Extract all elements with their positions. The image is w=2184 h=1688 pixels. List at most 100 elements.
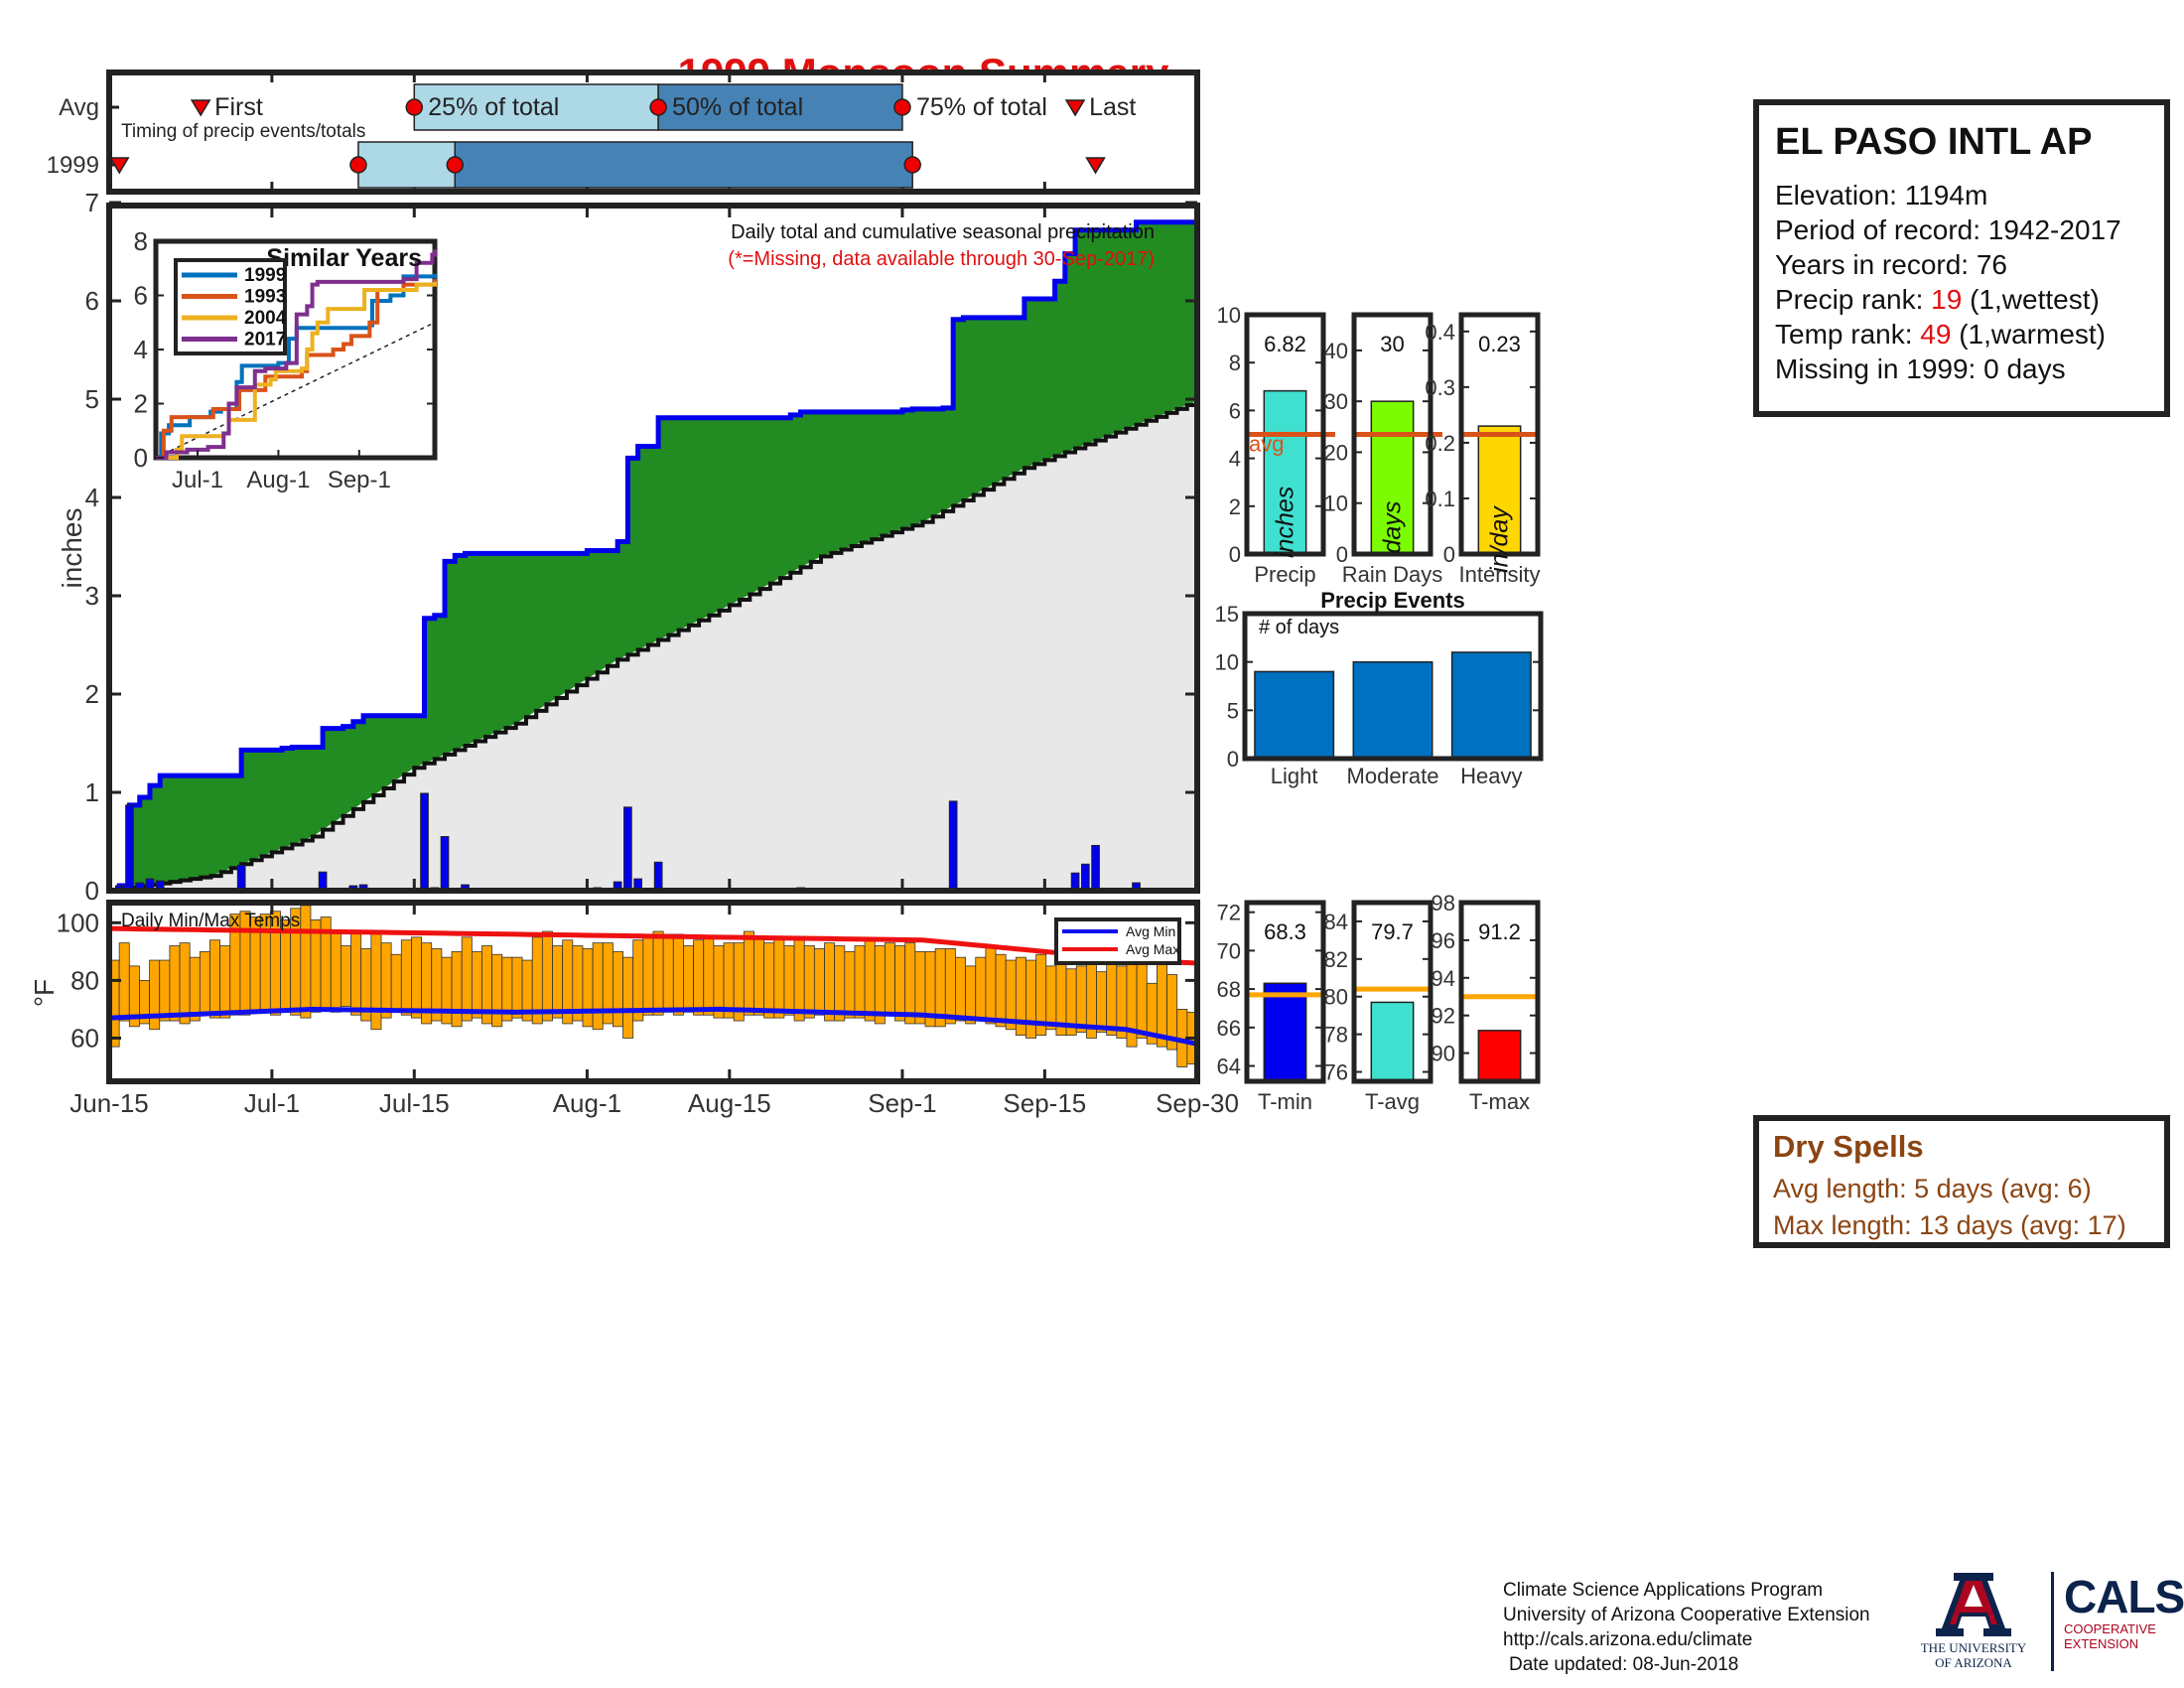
temps-frame	[106, 900, 1200, 1084]
daily-temp-range-bar	[613, 950, 623, 1028]
daily-temp-range-bar	[159, 959, 171, 1022]
date-axis-label: Jul-1	[244, 1088, 300, 1118]
events-title: Precip Events	[1320, 588, 1465, 613]
station-info-box: EL PASO INTL AP Elevation: 1194m Period …	[1753, 99, 2170, 417]
daily-temp-range-bar	[451, 950, 463, 1028]
precip-y-tick-label: 2	[85, 679, 99, 709]
daily-precip-bar	[948, 800, 958, 892]
stat-y-tick-label: 0	[1336, 542, 1348, 567]
daily-temp-range-bar	[672, 933, 684, 1016]
timing-percentile-marker	[446, 156, 465, 174]
stat-bar-tmax_stat	[1477, 1030, 1522, 1082]
temp-stat-panels: 64 66 68 70 72 68.3 T-min 76 78 80 82 84 79.7 T-avg 90…	[1217, 891, 1541, 1114]
stat-y-tick-label: 0.4	[1425, 320, 1455, 345]
stat-frame-tmin_stat	[1244, 900, 1326, 1084]
stat-bar-tavg_stat	[1370, 1001, 1415, 1082]
stat-value-label-tavg_stat: 79.7	[1371, 919, 1414, 944]
inset-y-tick-label: 4	[134, 335, 148, 364]
precip-rank-value: 19	[1931, 284, 1963, 315]
events-bar-light	[1254, 670, 1335, 760]
temps-y-tick-label: 80	[70, 965, 99, 995]
timing-row-label: 1999	[47, 152, 99, 179]
precip-y-axis-label: inches	[57, 508, 87, 589]
timing-row-label: Avg	[59, 94, 99, 121]
inset-series-line-1999	[156, 273, 437, 460]
events-x-label: Light	[1271, 764, 1318, 788]
daily-temp-range-bar	[813, 948, 825, 1016]
daily-temp-range-bar	[511, 956, 523, 1019]
station-precip-rank: Precip rank: 19 (1,wettest)	[1775, 282, 2148, 317]
precip-events-panel: Light Moderate Heavy 0 5 10 15 Precip Events # o…	[1215, 588, 1544, 788]
cals-logo-sub-2: EXTENSION	[2064, 1636, 2139, 1651]
temp-rank-note: (1,warmest)	[1951, 319, 2107, 350]
inset-series-line-2017	[156, 249, 437, 460]
stat-bar-raindays_stat	[1370, 400, 1415, 555]
inset-y-tick-label: 0	[134, 443, 148, 473]
daily-temp-range-bar	[471, 950, 482, 1019]
temps-y-tick-label: 60	[70, 1023, 99, 1053]
temps-legend-label: Avg Min	[1126, 923, 1175, 939]
stat-y-tick-label: 10	[1217, 303, 1241, 328]
station-years: Years in record: 76	[1775, 249, 2007, 280]
stat-unit-label-intensity_stat: in/day	[1486, 505, 1514, 573]
daily-temp-range-bar	[844, 950, 856, 1019]
dry-spells-avg: Avg length: 5 days (avg: 6)	[1773, 1174, 2092, 1203]
credits-line-2: University of Arizona Cooperative Extens…	[1503, 1605, 1870, 1625]
daily-temp-range-bar	[300, 905, 312, 1019]
credits-block: Climate Science Applications Program Uni…	[1503, 1578, 1870, 1677]
precip-y-tick-label: 7	[85, 188, 99, 217]
dry-spells-box: Dry Spells Avg length: 5 days (avg: 6) M…	[1753, 1115, 2170, 1248]
daily-precip-bar	[236, 864, 246, 892]
daily-temp-range-bar	[441, 956, 453, 1025]
inset-y-tick-label: 8	[134, 226, 148, 256]
events-frame	[1242, 611, 1544, 762]
similar-years-inset: 0 2 4 6 8 Jul-1 Aug-1 Sep-1 Similar Years1999199…	[134, 226, 438, 493]
daily-temp-range-bar	[592, 942, 604, 1031]
temps-annotation: Daily Min/Max Temps	[121, 911, 300, 931]
daily-precip-bar	[653, 861, 663, 892]
events-annotation: # of days	[1259, 617, 1339, 638]
daily-temp-range-bar	[783, 945, 795, 1016]
station-temp-rank: Temp rank: 49 (1,warmest)	[1775, 317, 2148, 352]
temps-panel: 60 80 100 °F Daily Min/Max Temps Avg Min Avg M…	[29, 900, 1200, 1084]
timing-label-75: 75% of total	[916, 93, 1047, 121]
daily-temp-range-bar	[763, 942, 775, 1019]
timing-label-last: Last	[1089, 93, 1136, 121]
timing-percentile-marker	[349, 156, 367, 174]
precip-rank-note: (1,wettest)	[1962, 284, 2100, 315]
stat-y-tick-label: 98	[1432, 891, 1455, 915]
precip-frame	[106, 203, 1200, 894]
daily-temp-range-bar	[209, 939, 221, 1019]
daily-temp-range-bar	[824, 942, 836, 1022]
stat-y-tick-label: 6	[1229, 398, 1241, 423]
daily-temp-range-bar	[753, 936, 765, 1016]
timing-percentile-marker	[649, 98, 667, 116]
timing-panel: Avg First 25% of total 50% of total 75% of t…	[47, 70, 1200, 195]
stat-y-tick-label: 72	[1217, 901, 1241, 925]
events-x-label: Heavy	[1460, 764, 1522, 788]
inset-legend-label: 1999	[244, 265, 286, 286]
daily-temp-range-bar	[390, 953, 402, 1013]
timing-box-50-75	[657, 83, 903, 131]
stat-y-tick-label: 82	[1324, 947, 1348, 972]
stat-value-label-tmin_stat: 68.3	[1264, 919, 1306, 944]
events-bar-heavy	[1450, 651, 1532, 760]
avg-max-line	[108, 925, 1198, 966]
cals-logo-sub-1: COOPERATIVE	[2064, 1621, 2156, 1636]
stat-x-label-intensity_stat: Intensity	[1459, 562, 1541, 587]
daily-temp-range-bar	[864, 939, 876, 1022]
daily-precip-bar	[1091, 844, 1100, 892]
temps-y-axis-label: °F	[29, 979, 60, 1007]
station-missing: Missing in 1999: 0 days	[1775, 353, 2066, 384]
dry-spells-title: Dry Spells	[1773, 1129, 1924, 1164]
daily-temp-range-bar	[662, 933, 674, 1013]
daily-temp-range-bar	[491, 953, 503, 1028]
date-axis-label: Sep-30	[1156, 1088, 1239, 1118]
stat-value-label-intensity_stat: 0.23	[1478, 332, 1521, 356]
date-axis-label: Sep-15	[1003, 1088, 1086, 1118]
daily-temp-range-bar	[944, 948, 956, 1025]
stat-bar-intensity_stat	[1477, 425, 1522, 555]
precip-annotation-1: Daily total and cumulative seasonal prec…	[731, 221, 1155, 243]
cals-logo-word: CALS	[2064, 1571, 2184, 1622]
daily-temp-range-bar	[904, 942, 916, 1025]
